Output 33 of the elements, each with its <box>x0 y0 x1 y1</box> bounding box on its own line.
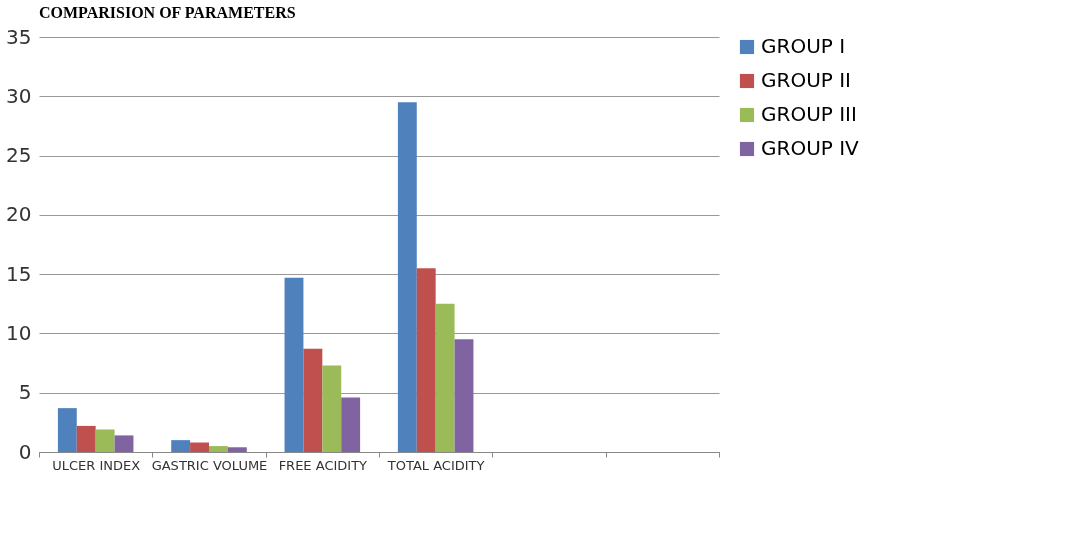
y-tick-label: 0 <box>18 439 32 464</box>
y-tick-label: 25 <box>6 143 32 168</box>
bar <box>397 102 417 452</box>
bar <box>341 397 361 452</box>
legend-label: GROUP I <box>761 34 846 58</box>
legend-label: GROUP II <box>761 68 851 92</box>
y-tick-label: 10 <box>6 320 32 345</box>
bar <box>171 440 191 452</box>
bar <box>209 446 228 452</box>
bar <box>114 435 134 452</box>
x-tick-label: GASTRIC VOLUME <box>151 457 268 473</box>
bar <box>435 303 455 452</box>
y-tick-label: 35 <box>6 24 32 49</box>
bar <box>76 425 96 452</box>
chart-title: COMPARISION OF PARAMETERS <box>39 4 296 21</box>
bar <box>57 408 77 452</box>
legend-label: GROUP IV <box>761 136 860 160</box>
x-tick-label: ULCER INDEX <box>52 457 141 473</box>
bar <box>95 429 115 452</box>
x-tick-label: TOTAL ACIDITY <box>386 457 485 473</box>
bar <box>284 277 304 452</box>
bar <box>190 442 209 452</box>
y-tick-label: 5 <box>18 380 32 405</box>
bar <box>303 348 323 452</box>
bar <box>227 447 247 452</box>
legend-label: GROUP III <box>761 102 857 126</box>
y-tick-label: 30 <box>6 83 32 108</box>
bar <box>454 339 474 452</box>
bar <box>416 268 436 452</box>
bar <box>322 365 342 452</box>
y-tick-label: 20 <box>6 202 32 227</box>
x-tick-label: FREE ACIDITY <box>278 457 368 473</box>
y-tick-label: 15 <box>6 261 32 286</box>
